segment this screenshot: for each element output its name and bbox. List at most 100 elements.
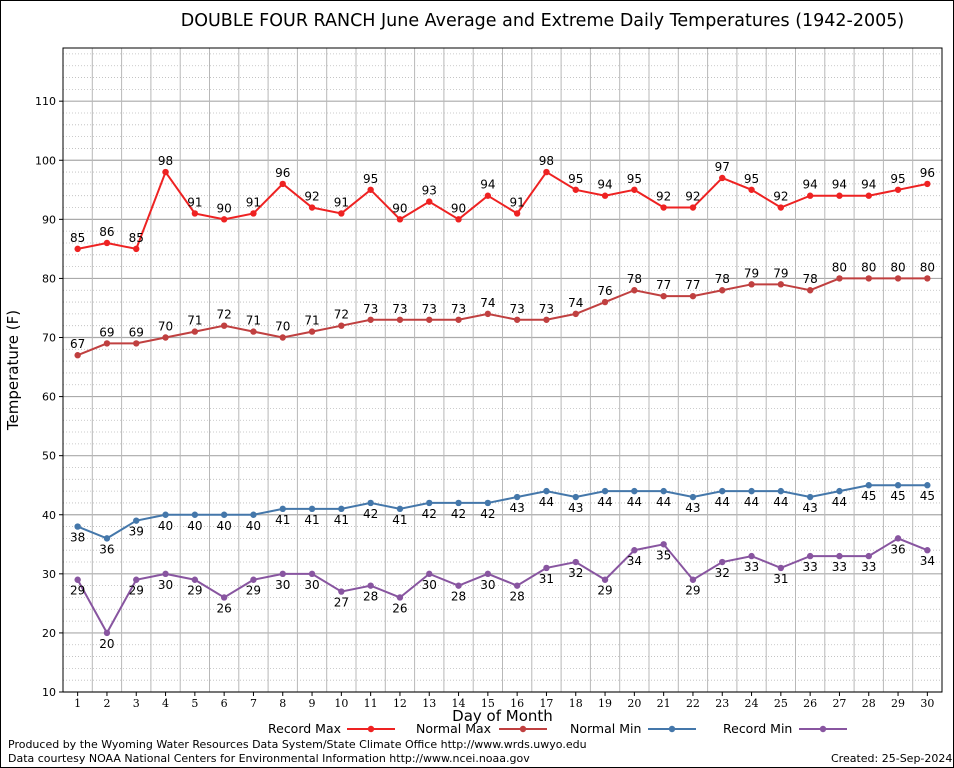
record-max-data-label: 95: [627, 172, 642, 186]
normal-min-point: [250, 511, 257, 518]
normal-min-data-label: 44: [656, 495, 671, 509]
normal-max-data-label: 78: [803, 272, 818, 286]
legend-label-normal-min: Normal Min: [570, 721, 641, 736]
normal-min-point: [777, 487, 785, 495]
record-max-data-label: 86: [99, 225, 114, 239]
record-max-point: [924, 180, 931, 188]
record-min-point: [601, 576, 609, 583]
x-tick-label: 3: [133, 697, 140, 710]
record-min-data-label: 33: [744, 560, 759, 574]
record-min-data-label: 28: [451, 590, 466, 604]
normal-max-data-label: 80: [861, 260, 876, 274]
record-min-data-label: 34: [627, 554, 642, 568]
normal-min-data-label: 45: [920, 489, 935, 503]
record-max-data-label: 98: [539, 154, 554, 168]
record-min-point: [806, 552, 814, 560]
normal-max-point: [367, 316, 374, 323]
normal-max-data-label: 80: [890, 260, 905, 274]
x-tick-label: 29: [891, 697, 905, 710]
x-tick-label: 7: [250, 697, 257, 710]
y-tick-label: 80: [42, 272, 56, 285]
record-max-point: [220, 216, 228, 223]
normal-min-data-label: 45: [890, 489, 905, 503]
record-max-point: [279, 180, 286, 188]
record-max-data-label: 94: [861, 178, 876, 192]
record-max-data-label: 96: [275, 166, 290, 180]
record-min-point: [894, 535, 902, 542]
normal-max-data-label: 73: [510, 302, 525, 316]
record-min-point: [279, 570, 286, 578]
normal-min-point: [191, 511, 199, 518]
normal-max-point: [338, 322, 345, 329]
normal-max-point: [308, 328, 316, 335]
record-min-point: [719, 558, 726, 566]
normal-max-data-label: 74: [480, 296, 495, 310]
normal-max-data-label: 76: [597, 284, 612, 298]
normal-max-data-label: 70: [158, 320, 173, 334]
normal-max-point: [865, 275, 872, 282]
record-max-data-label: 94: [597, 178, 612, 192]
record-max-point: [484, 192, 492, 199]
record-min-data-label: 28: [510, 590, 525, 604]
legend-marker-record-min: [819, 725, 827, 733]
normal-min-data-label: 41: [334, 513, 349, 527]
plot-border: [62, 47, 943, 693]
normal-max-data-label: 73: [539, 302, 554, 316]
normal-min-point: [748, 487, 755, 495]
normal-max-point: [836, 275, 843, 282]
x-tick-label: 4: [162, 697, 169, 710]
record-min-data-label: 32: [715, 566, 730, 580]
normal-min-point: [396, 505, 404, 513]
chart-title: DOUBLE FOUR RANCH June Average and Extre…: [181, 11, 905, 31]
legend-marker-record-max: [367, 725, 375, 733]
x-axis-label: Day of Month: [452, 707, 553, 725]
record-max-data-label: 85: [70, 231, 85, 245]
normal-max-data-label: 72: [334, 308, 349, 322]
normal-max-point: [777, 281, 785, 288]
record-min-point: [455, 582, 462, 589]
normal-max-data-label: 74: [568, 296, 583, 310]
x-tick-label: 22: [686, 697, 700, 710]
normal-max-point: [631, 287, 638, 294]
x-tick-label: 5: [191, 697, 198, 710]
legend-label-normal-max: Normal Max: [416, 721, 491, 736]
normal-min-data-label: 42: [451, 507, 466, 521]
record-min-point: [748, 552, 755, 560]
normal-max-point: [426, 316, 433, 323]
normal-max-data-label: 71: [187, 314, 202, 328]
x-tick-label: 26: [803, 697, 817, 710]
normal-max-point: [689, 292, 697, 300]
normal-max-point: [250, 328, 257, 335]
record-max-point: [133, 245, 140, 253]
legend-marker-normal-max: [519, 725, 527, 733]
y-tick-label: 10: [42, 686, 56, 699]
record-max-point: [894, 186, 902, 193]
legend-label-record-max: Record Max: [268, 721, 341, 736]
record-min-point: [426, 570, 433, 578]
record-max-point: [308, 204, 316, 211]
created-date: Created: 25-Sep-2024: [831, 752, 953, 765]
normal-max-point: [279, 334, 286, 341]
normal-min-data-label: 44: [773, 495, 788, 509]
record-max-point: [601, 192, 609, 199]
x-tick-label: 25: [774, 697, 788, 710]
record-min-data-label: 29: [246, 584, 261, 598]
normal-max-point: [191, 328, 199, 335]
normal-min-point: [836, 487, 843, 495]
normal-min-point: [719, 487, 726, 495]
normal-min-point: [162, 511, 169, 518]
credit-line-1: Produced by the Wyoming Water Resources …: [8, 738, 587, 751]
normal-min-point: [631, 487, 638, 495]
record-min-point: [74, 576, 81, 583]
y-tick-label: 50: [42, 450, 56, 463]
record-min-point: [308, 570, 316, 578]
record-max-data-label: 94: [803, 178, 818, 192]
normal-min-point: [543, 487, 550, 495]
record-max-point: [777, 204, 785, 211]
record-max-data-label: 92: [656, 190, 671, 204]
normal-min-data-label: 40: [217, 519, 232, 533]
normal-max-data-label: 73: [451, 302, 466, 316]
x-tick-label: 19: [598, 697, 612, 710]
y-tick-label: 70: [42, 332, 56, 345]
